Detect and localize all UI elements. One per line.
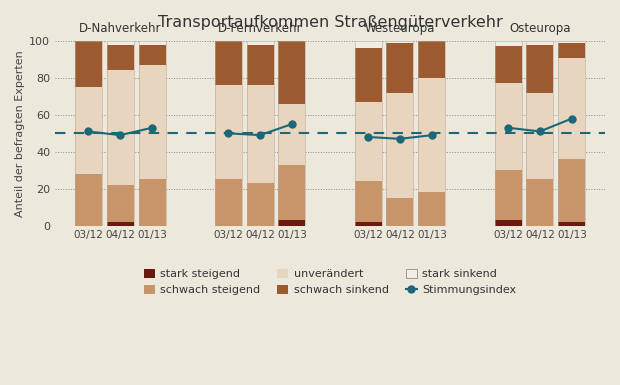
Bar — [138, 179, 166, 226]
Bar — [386, 43, 414, 93]
Bar — [386, 41, 414, 226]
Bar — [138, 65, 166, 179]
Bar — [247, 85, 273, 183]
Bar — [74, 174, 102, 226]
Bar — [495, 41, 521, 226]
Bar — [355, 41, 381, 226]
Bar — [559, 57, 585, 159]
Bar — [74, 87, 102, 174]
Bar — [526, 45, 554, 93]
Bar — [418, 41, 445, 78]
Bar — [278, 104, 306, 165]
Bar — [355, 222, 381, 226]
Bar — [107, 45, 133, 70]
Bar — [355, 181, 381, 222]
Bar — [526, 41, 554, 45]
Bar — [418, 41, 445, 226]
Text: Westeuropa: Westeuropa — [365, 22, 435, 35]
Bar — [107, 41, 133, 45]
Bar — [495, 84, 521, 170]
Bar — [418, 78, 445, 192]
Bar — [138, 41, 166, 226]
Bar — [559, 222, 585, 226]
Bar — [74, 41, 102, 226]
Bar — [278, 41, 306, 226]
Bar — [495, 170, 521, 220]
Bar — [278, 41, 306, 104]
Bar — [386, 93, 414, 198]
Bar — [559, 41, 585, 226]
Bar — [559, 43, 585, 57]
Bar — [107, 41, 133, 226]
Bar — [495, 41, 521, 47]
Text: D-Fernverkehr: D-Fernverkehr — [218, 22, 303, 35]
Bar — [215, 179, 242, 226]
Bar — [215, 85, 242, 179]
Bar — [386, 198, 414, 226]
Bar — [278, 220, 306, 226]
Bar — [559, 41, 585, 43]
Bar — [278, 165, 306, 220]
Title: Transportaufkommen Straßengüterverkehr: Transportaufkommen Straßengüterverkehr — [157, 15, 502, 30]
Bar — [526, 179, 554, 226]
Text: D-Nahverkehr: D-Nahverkehr — [79, 22, 161, 35]
Bar — [74, 41, 102, 87]
Bar — [107, 185, 133, 222]
Bar — [526, 41, 554, 226]
Bar — [247, 183, 273, 226]
Bar — [215, 41, 242, 226]
Bar — [247, 45, 273, 85]
Text: Osteuropa: Osteuropa — [509, 22, 570, 35]
Legend: stark steigend, schwach steigend, unverändert, schwach sinkend, stark sinkend, S: stark steigend, schwach steigend, unverä… — [140, 264, 521, 300]
Y-axis label: Anteil der befragten Experten: Anteil der befragten Experten — [15, 50, 25, 217]
Bar — [495, 47, 521, 84]
Bar — [138, 45, 166, 65]
Bar — [247, 41, 273, 226]
Bar — [107, 70, 133, 185]
Bar — [526, 93, 554, 179]
Bar — [495, 220, 521, 226]
Bar — [355, 48, 381, 102]
Bar — [355, 41, 381, 48]
Bar — [107, 222, 133, 226]
Bar — [418, 192, 445, 226]
Bar — [247, 41, 273, 45]
Bar — [386, 41, 414, 43]
Bar — [138, 41, 166, 45]
Bar — [215, 41, 242, 85]
Bar — [559, 159, 585, 222]
Bar — [355, 102, 381, 181]
